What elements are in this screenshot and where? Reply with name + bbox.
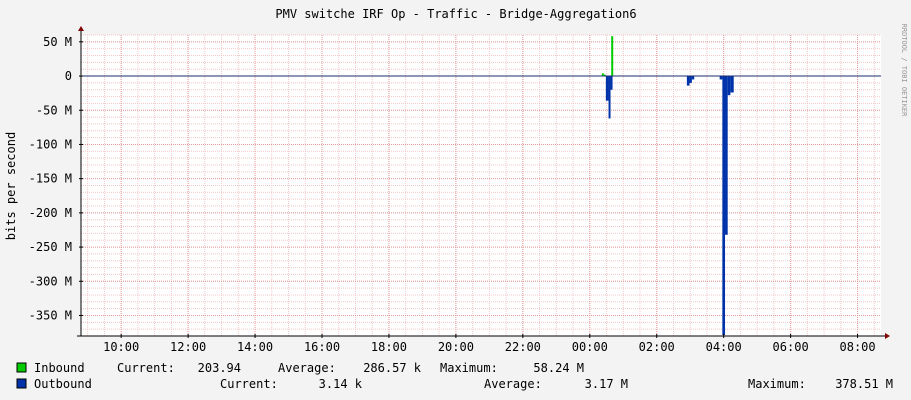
inbound-legend-swatch <box>16 362 27 373</box>
x-tick-label: 12:00 <box>170 340 206 354</box>
inbound-bar <box>603 74 606 77</box>
x-tick-label: 02:00 <box>639 340 675 354</box>
grid-lines <box>81 34 881 337</box>
inbound-average-label: Average: <box>278 361 336 375</box>
y-tick-label: 50 M <box>43 35 72 49</box>
y-tick-label: -200 M <box>29 206 72 220</box>
y-axis-arrow <box>78 26 84 31</box>
inbound-maximum-label: Maximum: <box>440 361 498 375</box>
x-tick-label: 18:00 <box>371 340 407 354</box>
y-tick-label: -350 M <box>29 308 72 322</box>
outbound-bar <box>725 76 728 235</box>
x-tick-label: 00:00 <box>572 340 608 354</box>
outbound-bar <box>730 76 734 93</box>
y-tick-label: -150 M <box>29 172 72 186</box>
outbound-bar <box>605 76 609 101</box>
y-tick-label: -250 M <box>29 240 72 254</box>
outbound-maximum-value: 378.51 M <box>835 377 893 391</box>
outbound-bar <box>727 76 731 96</box>
outbound-current-label: Current: <box>220 377 278 391</box>
y-axis-label: bits per second <box>4 132 18 240</box>
y-tick-label: -300 M <box>29 274 72 288</box>
axes <box>77 26 890 339</box>
x-tick-label: 16:00 <box>304 340 340 354</box>
x-tick-label: 14:00 <box>237 340 273 354</box>
x-tick-label: 22:00 <box>505 340 541 354</box>
y-tick-label: -50 M <box>36 103 72 117</box>
outbound-maximum-label: Maximum: <box>748 377 806 391</box>
inbound-maximum-value: 58.24 M <box>533 361 584 375</box>
inbound-bar <box>611 36 614 77</box>
inbound-current-label: Current: <box>117 361 175 375</box>
chart-title: PMV switche IRF Op - Traffic - Bridge-Ag… <box>275 7 636 21</box>
x-tick-label: 06:00 <box>773 340 809 354</box>
inbound-current-value: 203.94 <box>198 361 241 375</box>
y-tick-labels: 50 M 0 -50 M -100 M -150 M -200 M -250 M -300 M… <box>29 35 72 323</box>
outbound-bar <box>686 76 690 86</box>
x-tick-label: 20:00 <box>438 340 474 354</box>
x-tick-label: 04:00 <box>706 340 742 354</box>
outbound-bar <box>722 76 726 335</box>
x-tick-label: 08:00 <box>840 340 876 354</box>
inbound-bar <box>601 73 604 77</box>
outbound-bar <box>610 76 613 90</box>
inbound-average-value: 286.57 k <box>363 361 422 375</box>
inbound-legend-label: Inbound <box>34 361 85 375</box>
x-tick-labels: 10:00 12:00 14:00 16:00 18:00 20:00 22:00 00:00… <box>103 340 876 354</box>
outbound-bar <box>719 76 723 80</box>
watermark: RRDTOOL / TOBI OETIKER <box>900 24 908 118</box>
outbound-current-value: 3.14 k <box>319 377 363 391</box>
y-tick-label: 0 <box>65 69 72 83</box>
outbound-bar <box>608 76 611 119</box>
outbound-bar <box>689 76 692 83</box>
outbound-legend-label: Outbound <box>34 377 92 391</box>
outbound-legend-swatch <box>16 378 27 389</box>
outbound-average-label: Average: <box>484 377 542 391</box>
y-tick-label: -100 M <box>29 137 72 151</box>
series-layer <box>601 36 734 335</box>
x-axis-arrow <box>885 333 890 339</box>
x-tick-label: 10:00 <box>103 340 139 354</box>
outbound-bar <box>691 76 695 80</box>
outbound-average-value: 3.17 M <box>585 377 628 391</box>
